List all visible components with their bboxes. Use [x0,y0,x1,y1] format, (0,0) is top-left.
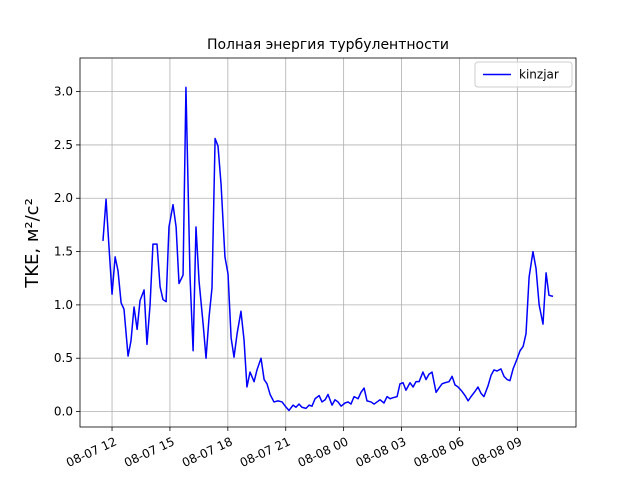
data-line [102,86,554,412]
x-tick-label: 08-08 09 [469,434,524,469]
y-tick-label: 0.0 [54,405,73,419]
legend-box [474,61,573,88]
chart-title: Полная энергия турбулентности [207,37,449,53]
y-tick-label: 1.5 [54,245,73,259]
y-axis-label: TKE, м²/с² [22,198,43,289]
x-tick-label: 08-08 00 [296,434,351,469]
y-tick-label: 2.5 [54,138,73,152]
axes-frame [79,57,577,428]
x-tick-label: 08-07 21 [238,434,293,469]
y-tick-label: 1.0 [54,298,73,312]
x-tick-label: 08-08 06 [411,434,466,469]
legend-label: kinzjar [519,68,559,82]
y-tick-label: 3.0 [54,85,73,99]
y-tick-label: 0.5 [54,351,73,365]
x-tick-label: 08-07 15 [122,434,177,469]
x-tick-label: 08-08 03 [354,434,409,469]
x-tick-label: 08-07 12 [64,434,119,469]
y-tick-label: 2.0 [54,191,73,205]
x-tick-label: 08-07 18 [180,434,235,469]
